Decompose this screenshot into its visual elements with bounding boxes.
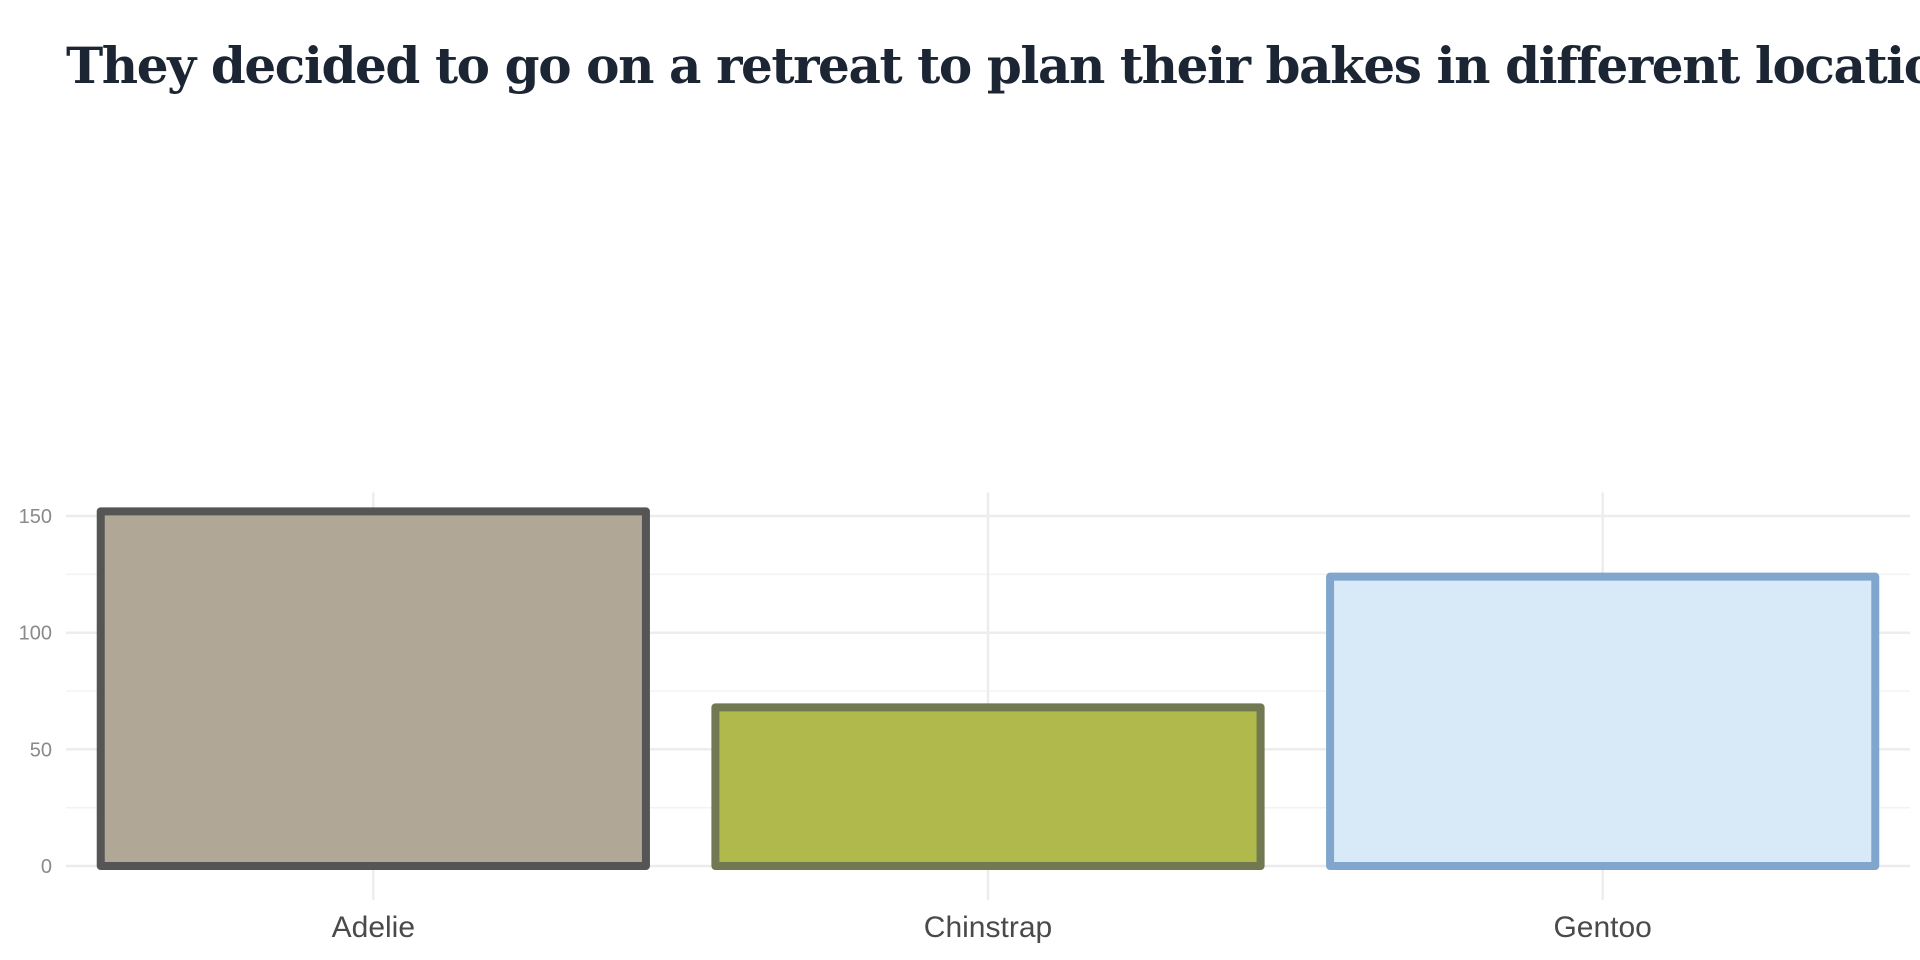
y-tick-label: 0 <box>41 856 52 878</box>
y-tick-label: 50 <box>30 739 52 761</box>
x-tick-label: Adelie <box>332 911 415 944</box>
bar-chinstrap <box>711 703 1265 870</box>
y-axis-tick-labels: 0 50 100 150 <box>19 506 52 878</box>
bar-adelie <box>96 507 650 870</box>
bars <box>96 507 1880 870</box>
bar-gentoo <box>1326 572 1880 870</box>
y-tick-label: 150 <box>19 506 52 528</box>
y-tick-label: 100 <box>19 623 52 645</box>
x-axis-tick-labels: Adelie Chinstrap Gentoo <box>332 911 1652 944</box>
x-tick-label: Gentoo <box>1553 911 1651 944</box>
chart-title: They decided to go on a retreat to plan … <box>66 36 1920 95</box>
x-tick-label: Chinstrap <box>924 911 1052 944</box>
